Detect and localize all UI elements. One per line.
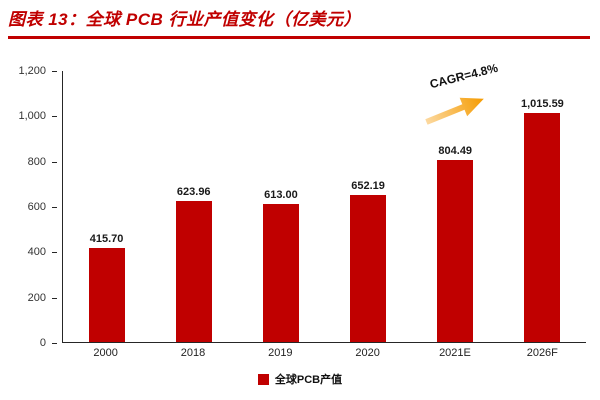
x-axis: 2000 2018 2019 2020 2021E 2026F [62,347,586,359]
bar-column: 623.96 [150,71,237,342]
bar-value-label: 415.70 [89,233,124,246]
y-axis-tick-label: 800 [0,156,57,168]
y-axis-tick-label: 400 [0,246,57,258]
x-axis-label: 2000 [93,347,118,359]
bar [437,160,474,342]
x-axis-label: 2019 [268,347,293,359]
x-axis-label: 2018 [180,347,206,359]
y-axis-tick-label: 1,000 [0,110,57,122]
bar-column: 1,015.59 [499,71,586,342]
bar-column: 613.00 [237,71,324,342]
x-axis-label: 2026F [526,347,558,359]
x-axis-label: 2020 [355,347,380,359]
x-axis-label: 2021E [439,347,471,359]
legend: 全球PCB产值 [0,371,600,387]
y-axis-tick-label: 0 [0,337,57,349]
y-axis-tick-label: 600 [0,201,57,213]
y-axis-tick-label: 200 [0,292,57,304]
bar-value-label: 1,015.59 [520,97,564,110]
bar [524,112,561,342]
plot-area: 415.70 623.96 613.00 652.19 804.49 1,015.59 [62,71,586,343]
bar [88,248,125,342]
figure-header: 图表 13：全球 PCB 行业产值变化（亿美元） [0,0,600,39]
bar [175,201,212,342]
bar-value-label: 804.49 [438,145,473,158]
y-axis-tick-label: 1,200 [0,65,57,77]
bar-value-label: 613.00 [264,188,298,201]
y-axis: 1,200 1,000 800 600 400 200 0 [0,65,57,349]
legend-swatch [257,373,269,385]
bar [350,194,387,342]
legend-label: 全球PCB产值 [274,374,343,386]
bar-value-label: 623.96 [176,186,211,199]
chart-title: 图表 13：全球 PCB 行业产值变化（亿美元） [8,10,361,29]
bar-value-label: 652.19 [351,179,385,192]
bar-column: 415.70 [63,71,150,342]
bar-column: 804.49 [412,71,499,342]
bar [262,203,299,342]
bar-column: 652.19 [325,71,412,342]
title-underline [8,36,590,39]
bar-chart: 1,200 1,000 800 600 400 200 0 415.70 623.96 613.… [18,61,586,349]
cagr-arrow-icon [424,97,484,125]
